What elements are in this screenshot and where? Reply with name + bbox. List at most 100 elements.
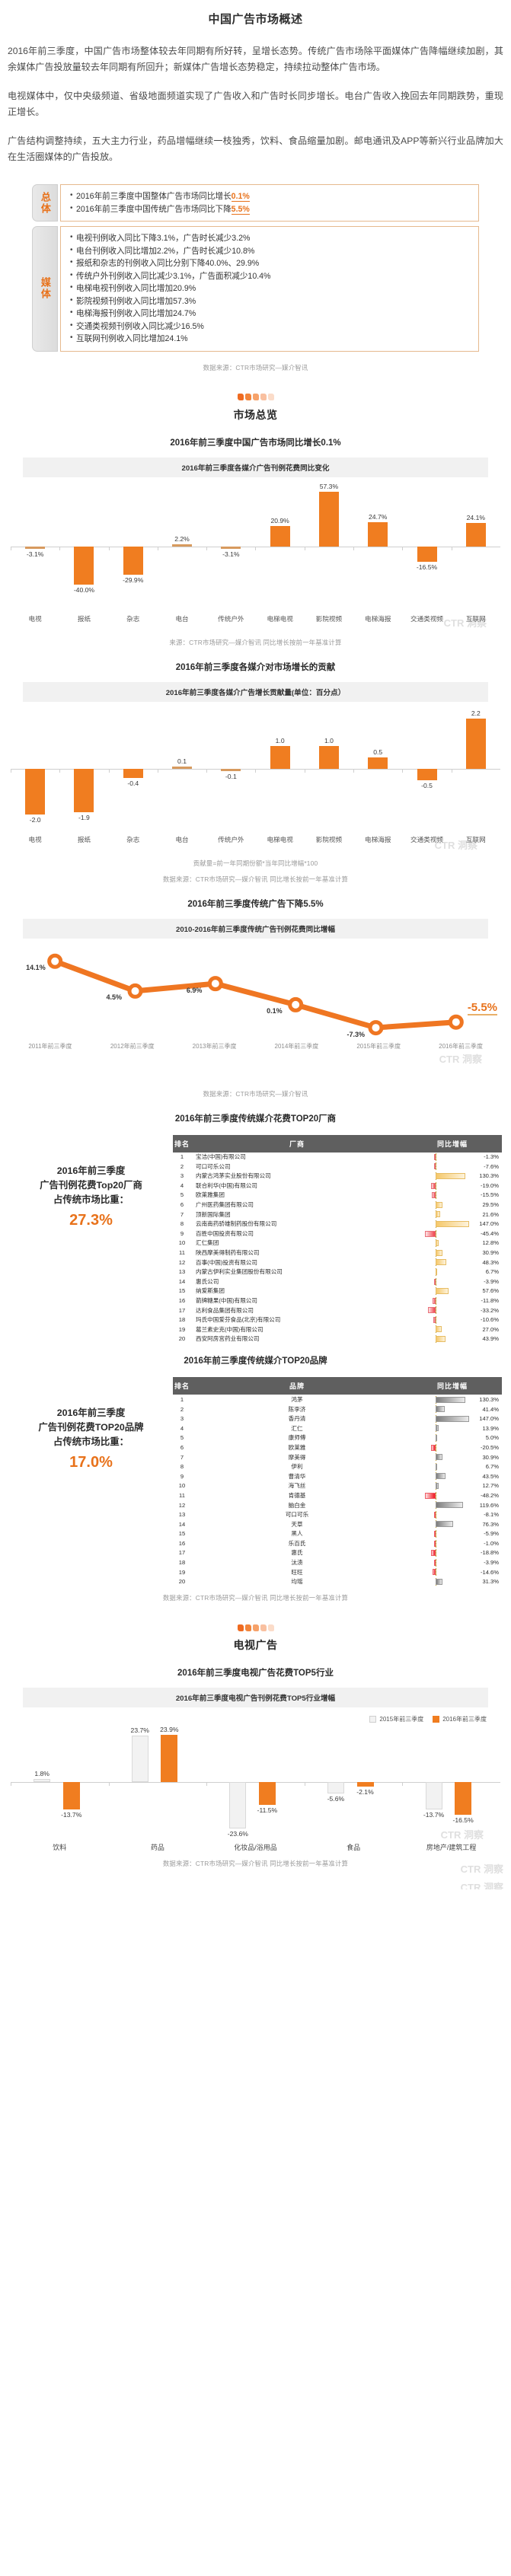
column-header-growth: 同比增幅 xyxy=(403,1134,502,1153)
bar-value-label: 1.0 xyxy=(324,737,334,744)
inline-bar-fill xyxy=(436,1249,443,1256)
inline-bar-fill xyxy=(436,1172,465,1179)
cell-name: 汰渍 xyxy=(291,1559,303,1567)
chart3-line-chart: 2011年前三季度 2012年前三季度 2013年前三季度 2014年前三季度 2015… xyxy=(9,942,502,1082)
inline-bar xyxy=(404,1229,467,1238)
cell-bar xyxy=(403,1471,468,1481)
inline-bar xyxy=(404,1287,467,1296)
cell-growth: -33.2% xyxy=(480,1306,499,1314)
inline-bar xyxy=(404,1549,467,1557)
bar xyxy=(368,522,388,547)
bar-column: -2.0 xyxy=(11,706,59,832)
brands-callout-value: 17.0% xyxy=(69,1454,113,1471)
cell-rank: 3 xyxy=(180,1172,184,1180)
bar-column: 2.2% xyxy=(157,482,206,611)
inline-bar-fill xyxy=(433,1163,436,1170)
bar xyxy=(368,757,388,769)
bar-column: 57.3% xyxy=(304,482,353,611)
category-label: 饮料 xyxy=(53,1844,67,1852)
bar-column: 20.9% xyxy=(255,482,304,611)
summary-item: 2016年前三季度中国传统广告市场同比下降5.5% xyxy=(70,202,471,216)
bar-value-label: -1.9 xyxy=(78,814,90,821)
legend-item-2015: 2015年前三季度 xyxy=(369,1715,423,1723)
legend-item-2016: 2016年前三季度 xyxy=(433,1715,487,1723)
dot-1 xyxy=(237,394,244,400)
category-label: 传统户外 xyxy=(218,835,244,843)
bar-value-label: -3.1% xyxy=(26,550,44,559)
cell-bar xyxy=(403,1433,468,1443)
cell-rank: 2 xyxy=(180,1405,184,1413)
cell-growth: -1.3% xyxy=(484,1153,499,1161)
bar-value-label: 1.8% xyxy=(34,1769,50,1777)
bar-value-label: -11.5% xyxy=(257,1806,278,1815)
summary-item: 2016年前三季度中国整体广告市场同比增长0.1% xyxy=(70,190,471,203)
cell-name: 海飞丝 xyxy=(288,1482,306,1490)
bar xyxy=(123,546,143,575)
cell-bar xyxy=(403,1567,468,1577)
inline-bar-fill xyxy=(424,1492,436,1499)
inline-bar xyxy=(404,1491,467,1500)
dot-3 xyxy=(252,394,259,400)
cell-rank: 13 xyxy=(178,1511,186,1519)
brands-heading: 2016年前三季度传统媒介TOP20品牌 xyxy=(184,1357,327,1366)
cell-bar xyxy=(403,1557,468,1567)
summary-item-text: 2016年前三季度中国整体广告市场同比增长 xyxy=(76,192,232,201)
bar-value-label: -29.9% xyxy=(123,576,144,585)
bar-column: 0.1 xyxy=(157,706,206,832)
summary-item: 电台刊例收入同比增加2.2%，广告时长减少10.8% xyxy=(70,244,471,258)
cell-bar xyxy=(403,1219,469,1229)
inline-bar xyxy=(404,1520,467,1529)
cell-name: 达利食品集团有限公司 xyxy=(196,1306,254,1314)
inline-bar-fill xyxy=(436,1435,437,1442)
bar-value-label: 0.1 xyxy=(177,757,187,765)
cell-name: 内蒙古鸿茅实业股份有限公司 xyxy=(196,1172,271,1180)
cell-rank: 19 xyxy=(178,1325,186,1333)
cell-bar xyxy=(403,1277,468,1286)
cell-bar xyxy=(403,1181,468,1191)
inline-bar xyxy=(404,1210,467,1219)
inline-bar xyxy=(404,1501,467,1510)
cell-growth: 147.0% xyxy=(479,1220,499,1228)
cell-bar xyxy=(403,1286,468,1296)
category-label: 药品 xyxy=(150,1844,164,1852)
cell-bar xyxy=(403,1334,468,1344)
inline-bar-fill xyxy=(436,1326,442,1333)
inline-bar xyxy=(404,1434,467,1443)
inline-bar xyxy=(404,1153,467,1161)
table-row: 9 曹清华 43.5% xyxy=(173,1471,502,1481)
category-label: 互联网 xyxy=(465,835,486,843)
summary-overall-body: 2016年前三季度中国整体广告市场同比增长0.1% 2016年前三季度中国传统广… xyxy=(60,184,479,222)
cell-rank: 1 xyxy=(180,1395,184,1403)
cell-rank: 12 xyxy=(178,1501,186,1509)
inline-bar-fill xyxy=(436,1415,469,1422)
cell-bar xyxy=(403,1538,468,1548)
chart1-heading: 2016年前三季度中国广告市场同比增长0.1% xyxy=(170,438,341,448)
category-label: 影院视频 xyxy=(315,614,343,623)
cell-name: 西安阿房宫药业有限公司 xyxy=(196,1335,260,1343)
table-row: 12 百事(中国)投资有限公司 48.3% xyxy=(173,1258,502,1267)
cell-name: 纳爱斯集团 xyxy=(196,1287,225,1295)
table-row: 10 汇仁集团 12.8% xyxy=(173,1239,502,1248)
chart2-bar-chart: -2.0 -1.9 -0.4 0.1 -0.1 1.0 1.0 0.5 -0.5 2.2 电视 报纸… xyxy=(11,706,500,855)
cell-rank: 15 xyxy=(178,1287,186,1295)
divider-dots xyxy=(237,1624,275,1631)
inline-bar-fill xyxy=(431,1182,436,1189)
dot-4 xyxy=(260,394,267,400)
chart3-category-labels: 2011年前三季度 2012年前三季度 2013年前三季度 2014年前三季度 2015… xyxy=(9,1042,502,1050)
cell-growth: 27.0% xyxy=(482,1325,499,1333)
inline-bar-fill xyxy=(436,1211,441,1218)
cell-rank: 4 xyxy=(180,1181,184,1189)
chart4-source: 数据来源：CTR市场研究—媒介智讯 同比增长按前一年基准计算 xyxy=(162,1860,349,1868)
summary-tab-label: 总体 xyxy=(39,191,51,215)
axis-tick xyxy=(206,769,208,773)
line-marker xyxy=(288,996,304,1012)
category-label: 影院视频 xyxy=(315,835,343,843)
inline-bar-fill xyxy=(436,1425,439,1432)
dot-5 xyxy=(267,1624,274,1631)
cell-name: 可口可乐 xyxy=(285,1511,309,1519)
table-row: 15 纳爱斯集团 57.6% xyxy=(173,1286,502,1296)
vendors-heading: 2016年前三季度传统媒介花费TOP20厂商 xyxy=(174,1114,337,1124)
table-row: 2 可口可乐公司 -7.6% xyxy=(173,1162,502,1172)
table-row: 9 百胜中国投资有限公司 -45.4% xyxy=(173,1229,502,1239)
bar xyxy=(172,544,193,547)
